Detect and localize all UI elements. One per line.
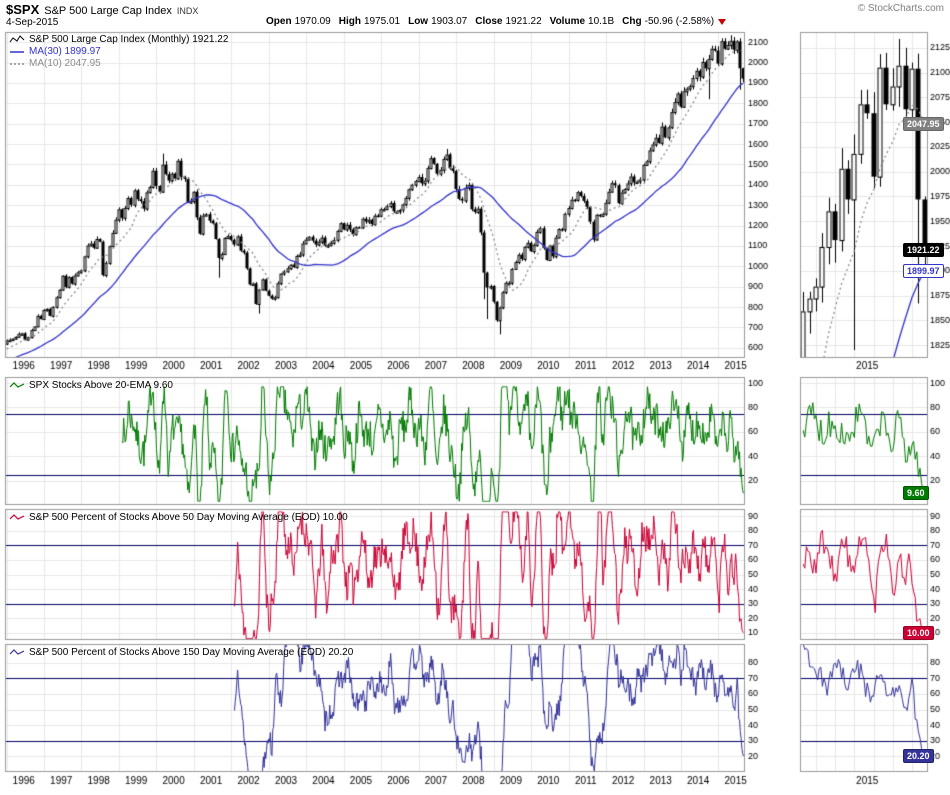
- price-line-icon: [9, 34, 25, 42]
- open-value: 1970.09: [294, 16, 331, 27]
- quote-date: 4-Sep-2015: [6, 17, 59, 28]
- high-label: High: [338, 16, 361, 27]
- price-badge: 20.20: [903, 749, 934, 764]
- panel4-legend: S&P 500 Percent of Stocks Above 150 Day …: [9, 646, 353, 658]
- main-chart-legend: S&P 500 Large Cap Index (Monthly) 1921.2…: [9, 33, 228, 69]
- main-legend-ma30-label: MA(30) 1899.97: [29, 45, 101, 57]
- ticker-symbol: $SPX: [6, 2, 40, 17]
- volume-label: Volume: [549, 16, 586, 27]
- above-150dma-line-icon: [9, 648, 25, 655]
- high-value: 1975.01: [363, 16, 401, 27]
- panel4-legend-label: S&P 500 Percent of Stocks Above 150 Day …: [29, 646, 354, 658]
- price-badge: 10.00: [903, 625, 934, 640]
- low-value: 1903.07: [431, 16, 468, 27]
- change-down-triangle-icon: [718, 18, 727, 25]
- stockcharts-copyright-link[interactable]: © StockCharts.com: [857, 3, 944, 14]
- chart-header: $SPX S&P 500 Large Cap Index INDX: [6, 2, 198, 17]
- index-name: S&P 500 Large Cap Index: [44, 5, 172, 17]
- open-label: Open: [266, 16, 292, 27]
- main-legend-ma10-label: MA(10) 2047.95: [29, 57, 101, 69]
- exchange-label: INDX: [176, 6, 199, 16]
- change-label: Chg: [622, 16, 642, 27]
- close-value: 1921.22: [505, 16, 542, 27]
- panel3-legend: S&P 500 Percent of Stocks Above 50 Day M…: [9, 511, 348, 523]
- panel3-legend-label: S&P 500 Percent of Stocks Above 50 Day M…: [29, 511, 348, 523]
- quote-bar: Open 1970.09 High 1975.01 Low 1903.07 Close…: [266, 16, 727, 27]
- price-badge: 1921.22: [903, 242, 944, 257]
- panel2-legend-label: SPX Stocks Above 20-EMA 9.60: [29, 379, 173, 391]
- low-label: Low: [408, 16, 429, 27]
- ma10-dotted-line-icon: [10, 62, 24, 65]
- price-badge: 1899.97: [903, 263, 944, 278]
- breadth-20ema-line-icon: [9, 381, 25, 388]
- above-50dma-line-icon: [9, 513, 25, 520]
- price-badge: 9.60: [903, 486, 929, 501]
- change-value: -50.96 (-2.58%): [644, 16, 715, 27]
- ma30-line-icon: [10, 50, 24, 53]
- volume-value: 10.1B: [588, 16, 615, 27]
- main-legend-price-label: S&P 500 Large Cap Index (Monthly) 1921.2…: [29, 33, 229, 45]
- price-badge: 2047.95: [903, 117, 944, 132]
- panel2-legend: SPX Stocks Above 20-EMA 9.60: [9, 379, 173, 391]
- close-label: Close: [475, 16, 503, 27]
